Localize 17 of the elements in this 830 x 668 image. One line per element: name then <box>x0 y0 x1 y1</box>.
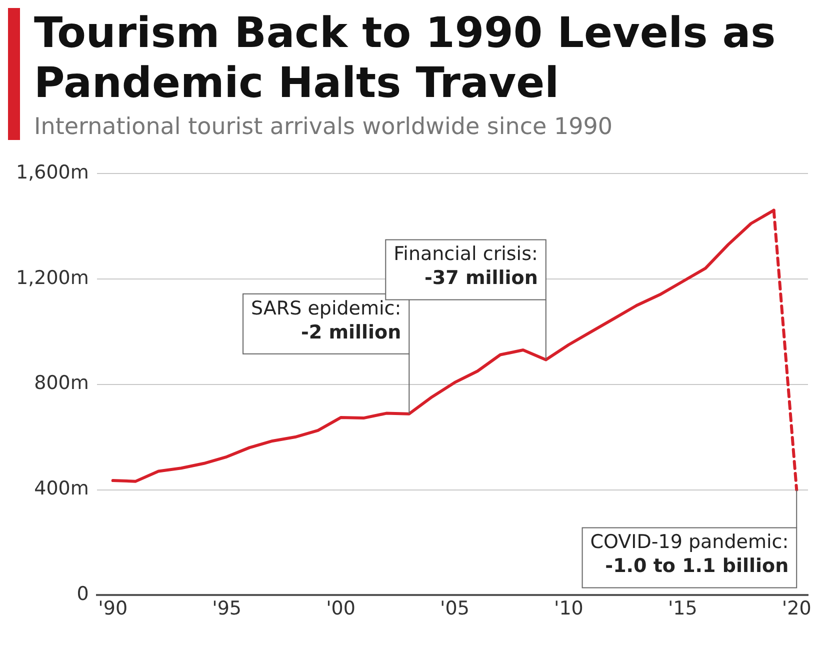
x-tick-label: '05 <box>440 598 470 620</box>
x-tick-label: '15 <box>668 598 698 620</box>
x-tick-label: '10 <box>554 598 584 620</box>
annotation: SARS epidemic: -2 million <box>251 297 402 344</box>
x-tick-label: '20 <box>782 598 812 620</box>
x-tick-label: '00 <box>326 598 356 620</box>
chart-subtitle: International tourist arrivals worldwide since 1990 <box>34 114 614 140</box>
y-tick-label: 400m <box>34 478 89 500</box>
y-tick-label: 800m <box>34 372 89 394</box>
x-tick-label: '95 <box>212 598 242 620</box>
annotation: Financial crisis: -37 million <box>394 243 538 290</box>
y-tick-label: 0 <box>76 583 89 606</box>
annotation: COVID-19 pandemic: -1.0 to 1.1 billion <box>590 531 789 578</box>
y-tick-label: 1,200m <box>16 266 89 289</box>
x-tick-label: '90 <box>98 598 128 620</box>
y-tick-label: 1,600m <box>16 161 89 184</box>
chart-title: Tourism Back to 1990 Levels as Pandemic Halts Travel <box>34 8 777 108</box>
